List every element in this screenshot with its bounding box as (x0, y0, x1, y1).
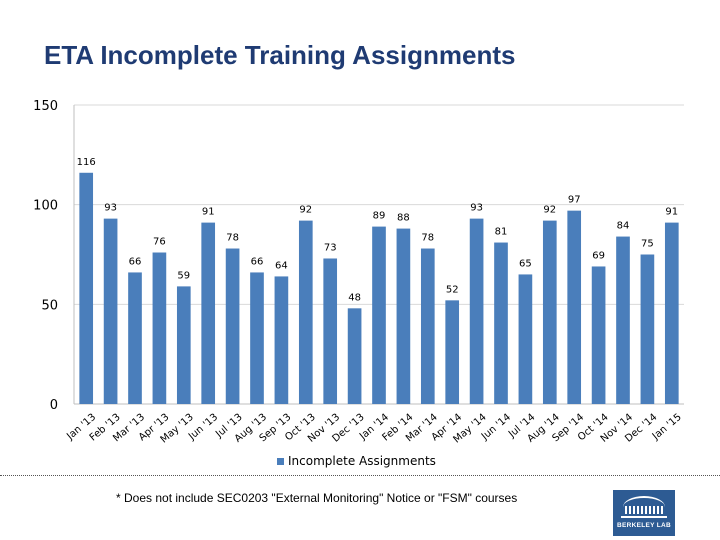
data-label: 89 (373, 211, 386, 222)
data-label: 91 (665, 207, 678, 218)
bar (420, 248, 435, 404)
data-label: 73 (324, 242, 337, 253)
y-axis-ticks: 0 50 100 150 (33, 99, 58, 413)
data-label: 92 (543, 205, 556, 216)
bar (518, 274, 533, 404)
bar (445, 300, 460, 404)
data-label: 65 (519, 258, 532, 269)
bar (128, 272, 142, 404)
data-label: 66 (251, 256, 264, 267)
data-label: 88 (397, 213, 410, 224)
berkeley-lab-logo: BERKELEY LAB (613, 490, 675, 536)
bar (591, 266, 606, 404)
bar (225, 248, 240, 404)
data-label: 69 (592, 250, 605, 261)
bar (323, 258, 338, 404)
bar (274, 276, 289, 404)
data-label: 48 (348, 292, 361, 303)
bar-chart: 0 50 100 150 116 93 66 76 59 91 78 66 64 92 73 48 89 88 7… (33, 99, 684, 468)
bar (494, 242, 508, 404)
bar (372, 226, 386, 404)
bar (396, 228, 411, 404)
logo-columns-icon (625, 506, 663, 514)
bar (201, 222, 216, 404)
data-label: 64 (275, 260, 288, 271)
bar (103, 218, 118, 404)
data-label: 92 (299, 205, 312, 216)
bar (152, 252, 167, 404)
data-label: 52 (446, 284, 459, 295)
data-label: 116 (77, 157, 96, 168)
bar (298, 220, 313, 404)
bar (542, 220, 557, 404)
legend-label: Incomplete Assignments (288, 454, 436, 468)
logo-base-icon (621, 516, 667, 518)
data-label: 78 (226, 233, 239, 244)
bar (347, 308, 362, 404)
logo-arc-icon (623, 496, 665, 518)
bar (664, 222, 679, 404)
legend-swatch (277, 458, 284, 465)
data-label: 84 (617, 221, 630, 232)
data-label: 66 (129, 256, 142, 267)
data-label: 97 (568, 195, 581, 206)
bar (250, 272, 264, 404)
data-label: 81 (495, 227, 508, 238)
legend: Incomplete Assignments (277, 454, 436, 468)
y-tick-label: 100 (33, 199, 58, 214)
bar (469, 218, 484, 404)
bar (567, 210, 582, 404)
data-label: 59 (177, 270, 190, 281)
bar (79, 172, 94, 404)
y-tick-label: 0 (50, 398, 58, 413)
y-tick-label: 150 (33, 99, 58, 114)
data-labels: 116 93 66 76 59 91 78 66 64 92 73 48 89 88 78 52 93 81 65 9… (77, 157, 679, 304)
data-label: 93 (104, 203, 117, 214)
bar (640, 254, 655, 404)
bars (79, 172, 679, 404)
y-tick-label: 50 (41, 298, 58, 313)
data-label: 75 (641, 239, 654, 250)
data-label: 76 (153, 237, 166, 248)
logo-text: BERKELEY LAB (616, 522, 672, 529)
data-label: 91 (202, 207, 215, 218)
bar (176, 286, 191, 404)
footer-divider (0, 475, 720, 476)
data-label: 93 (470, 203, 483, 214)
bar (616, 236, 630, 404)
footnote: * Does not include SEC0203 "External Mon… (116, 491, 518, 505)
data-label: 78 (421, 233, 434, 244)
chart-title: ETA Incomplete Training Assignments (44, 40, 516, 70)
